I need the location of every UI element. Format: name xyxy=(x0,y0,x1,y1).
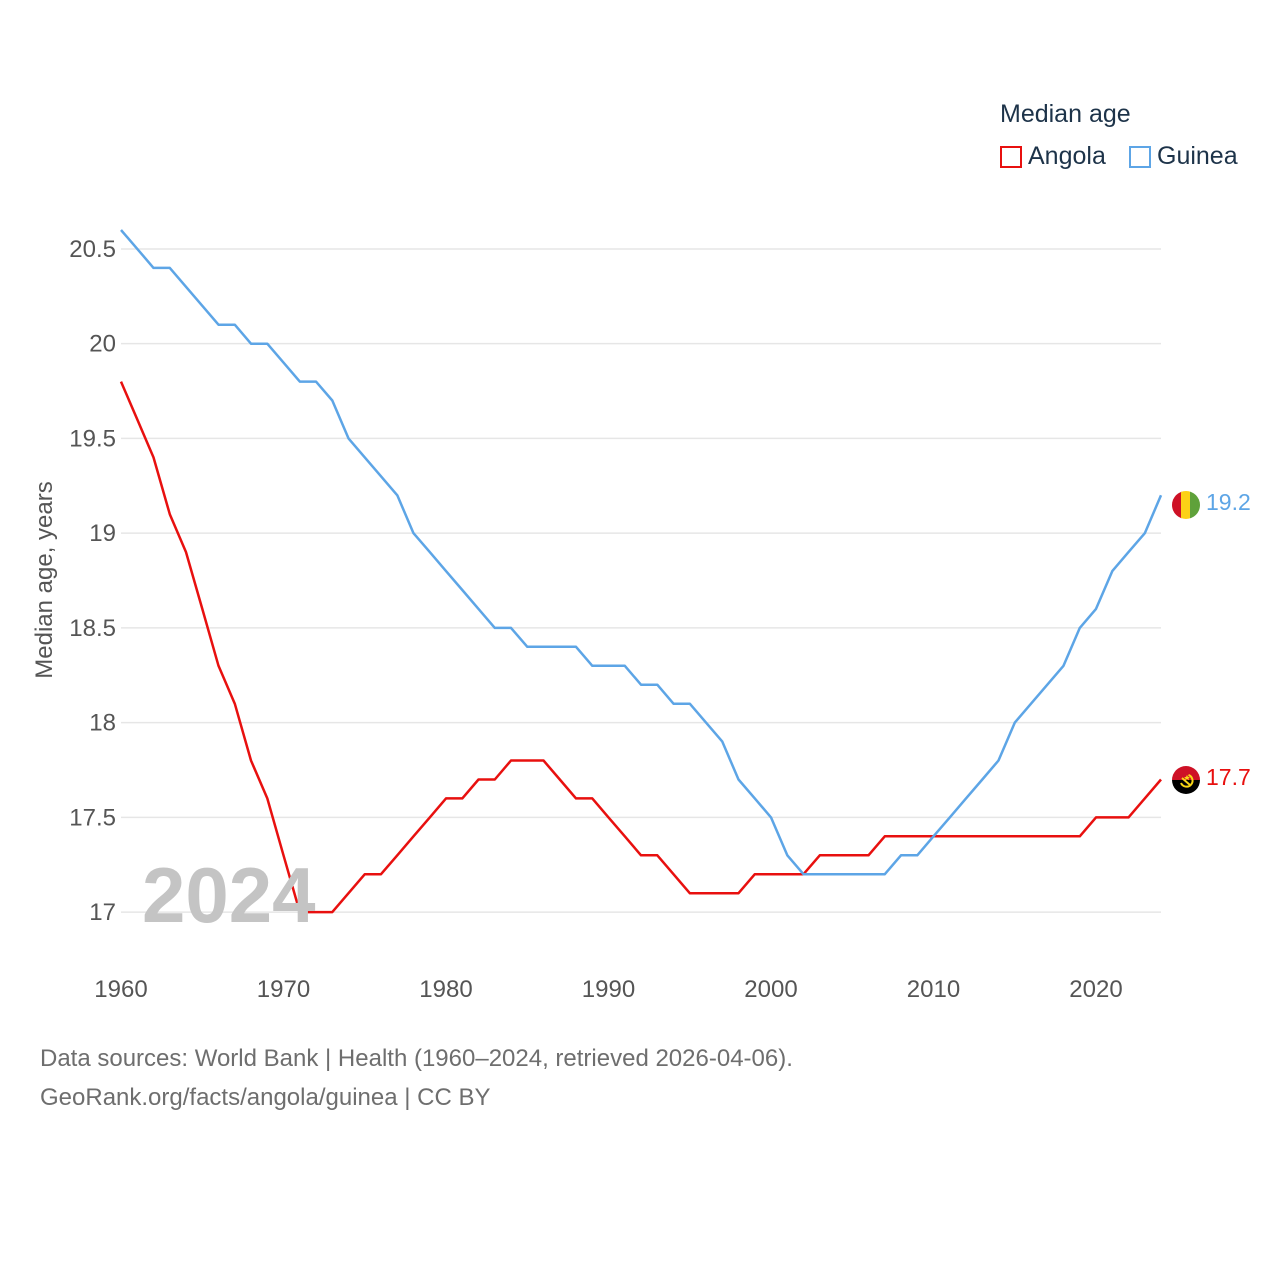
legend-label-angola: Angola xyxy=(1028,142,1106,170)
y-tick-label: 20.5 xyxy=(69,236,116,263)
angola-flag-icon xyxy=(1172,766,1200,794)
legend-item-angola[interactable]: Angola xyxy=(1000,142,1106,171)
end-label-angola: 17.7 xyxy=(1206,764,1251,790)
x-tick-label: 2010 xyxy=(907,976,960,1003)
x-tick-label: 1960 xyxy=(94,976,147,1003)
x-tick-label: 1990 xyxy=(582,976,635,1003)
year-watermark: 2024 xyxy=(142,851,316,939)
legend-item-guinea[interactable]: Guinea xyxy=(1129,142,1238,171)
x-tick-label: 1970 xyxy=(257,976,310,1003)
guinea-flag-icon xyxy=(1172,491,1200,519)
y-axis-label: Median age, years xyxy=(31,481,58,678)
y-tick-label: 17 xyxy=(89,899,116,926)
x-axis-ticks: 1960 1970 1980 1990 2000 2010 2020 xyxy=(94,976,1122,1003)
legend-label-guinea: Guinea xyxy=(1157,142,1238,170)
y-tick-label: 19 xyxy=(89,520,116,547)
legend-title: Median age xyxy=(1000,100,1131,128)
y-tick-label: 19.5 xyxy=(69,425,116,452)
y-tick-label: 20 xyxy=(89,331,116,358)
legend-swatch-angola xyxy=(1000,145,1022,168)
series-line-guinea[interactable] xyxy=(120,229,1163,876)
source-line-1: Data sources: World Bank | Health (1960–… xyxy=(40,1045,793,1072)
legend-swatch-guinea xyxy=(1129,145,1151,168)
x-tick-label: 1980 xyxy=(419,976,472,1003)
x-tick-label: 2020 xyxy=(1069,976,1122,1003)
source-line-2[interactable]: GeoRank.org/facts/angola/guinea | CC BY xyxy=(40,1084,491,1111)
x-tick-label: 2000 xyxy=(744,976,797,1003)
y-tick-label: 18 xyxy=(89,710,116,737)
y-tick-label: 18.5 xyxy=(69,615,116,642)
series-lines xyxy=(119,229,1163,914)
y-axis-ticks: 17 17.5 18 18.5 19 19.5 20 20.5 xyxy=(69,236,116,926)
gridlines xyxy=(121,248,1161,913)
y-tick-label: 17.5 xyxy=(69,804,116,831)
end-label-guinea: 19.2 xyxy=(1206,489,1251,515)
series-line-angola[interactable] xyxy=(119,381,1162,914)
